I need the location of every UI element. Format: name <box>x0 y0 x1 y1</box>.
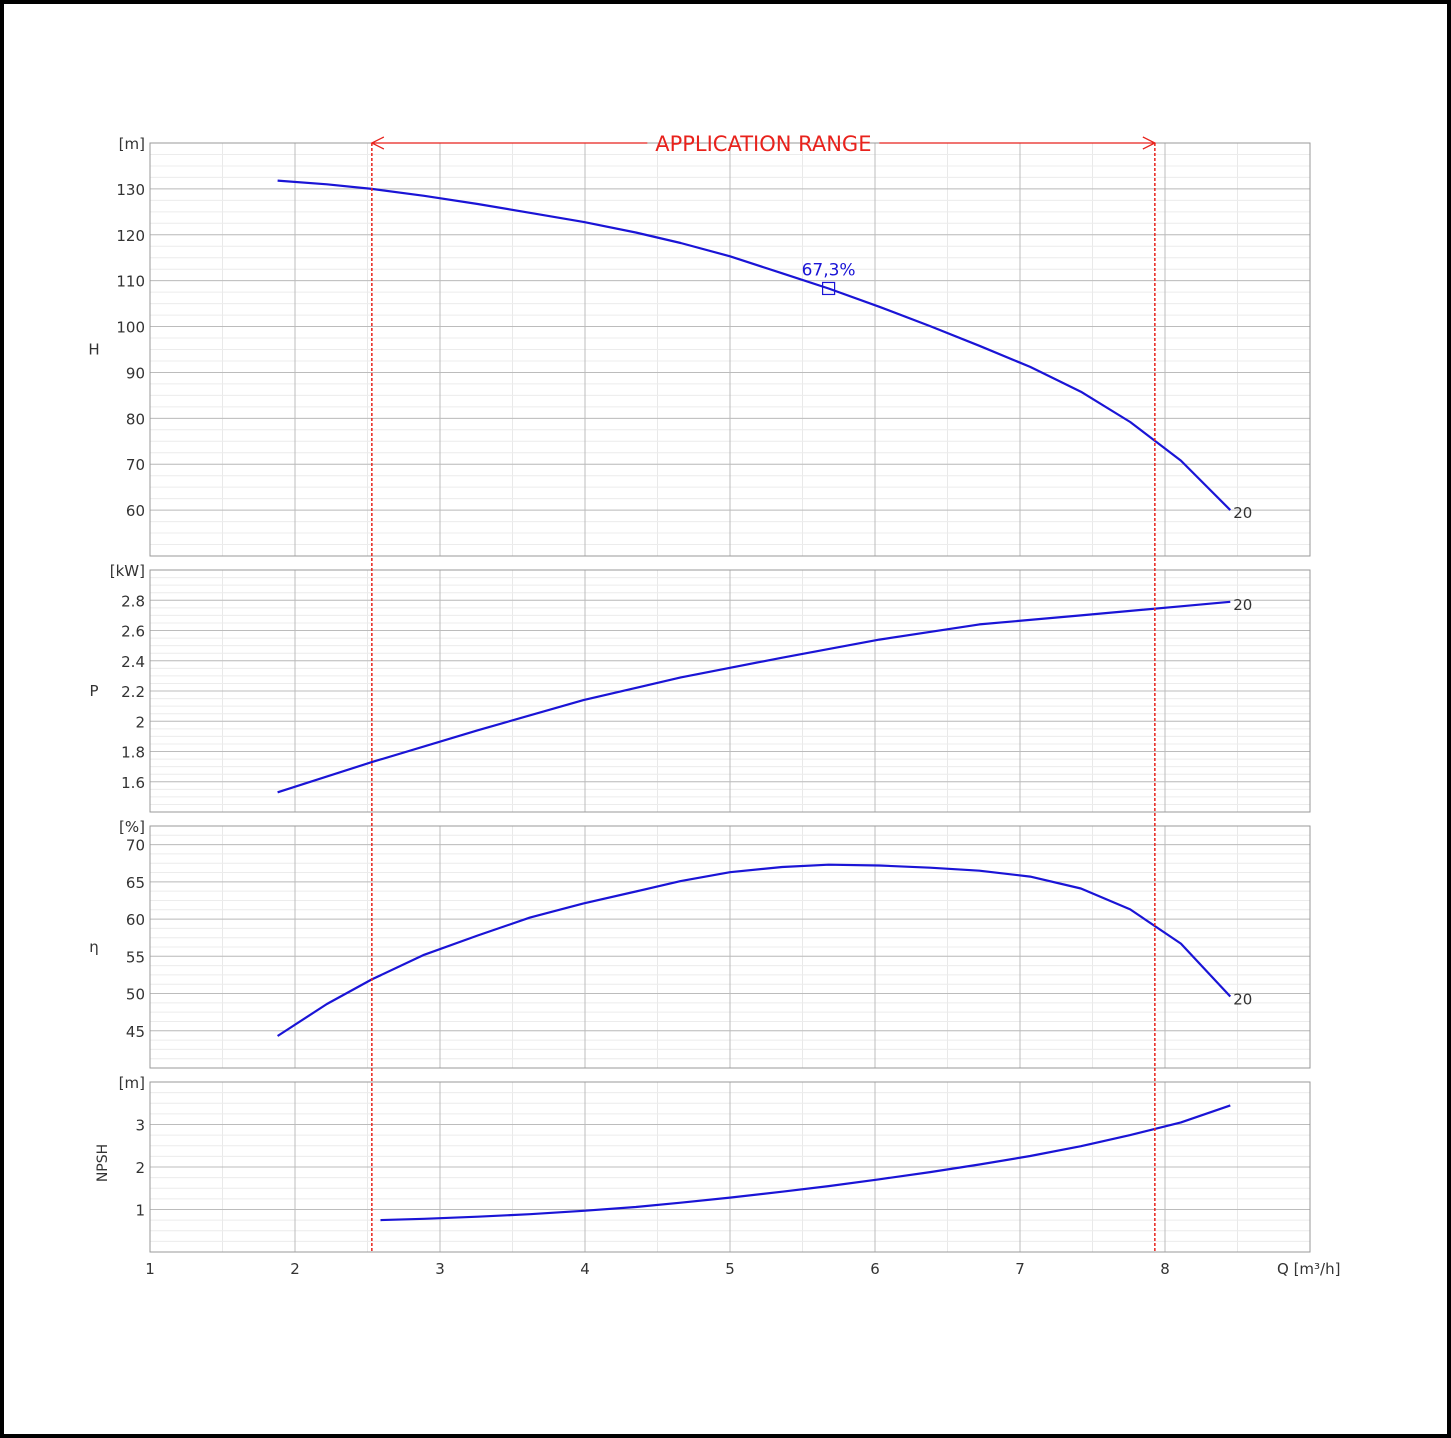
bep-marker <box>821 281 836 296</box>
y-tick-label: 100 <box>116 319 145 337</box>
series-label: 20 <box>1233 504 1252 522</box>
y-tick-label: 60 <box>126 502 145 520</box>
panel-border <box>149 142 1311 557</box>
arrow-head-right-icon <box>1142 136 1157 150</box>
y-tick-label: 1.6 <box>121 774 145 792</box>
x-tick-label: 5 <box>725 1260 735 1278</box>
x-tick-label: 8 <box>1160 1260 1170 1278</box>
y-tick-label: 45 <box>126 1023 145 1041</box>
y-tick-label: 70 <box>126 837 145 855</box>
y-tick-label: 2.2 <box>121 683 145 701</box>
panel-border <box>149 825 1311 1069</box>
x-tick-label: 2 <box>290 1260 300 1278</box>
y-tick-label: 2.4 <box>121 653 145 671</box>
y-tick-label: 90 <box>126 364 145 382</box>
curve-h <box>277 179 1232 511</box>
curve-npsh <box>380 1104 1231 1222</box>
series-label: 20 <box>1233 991 1252 1009</box>
y-tick-label: 130 <box>116 181 145 199</box>
y-tick-label: 65 <box>126 874 145 892</box>
x-axis-title: Q [m³/h] <box>1277 1260 1340 1278</box>
x-tick-label: 1 <box>145 1260 155 1278</box>
y-unit-label: [m] <box>119 135 145 153</box>
y-tick-label: 1.8 <box>121 744 145 762</box>
y-tick-label: 1 <box>135 1202 145 1220</box>
y-tick-label: 2 <box>135 1159 145 1177</box>
panel-border <box>149 569 1311 813</box>
x-tick-label: 7 <box>1015 1260 1025 1278</box>
y-axis-title: NPSH <box>95 1144 111 1182</box>
panel-border <box>149 1081 1311 1253</box>
x-tick-label: 4 <box>580 1260 590 1278</box>
bep-label: 67,3% <box>802 260 856 280</box>
panel-npsh-group: 1 2 3 [m] NPSH <box>95 1074 1311 1253</box>
y-tick-label: 2.6 <box>121 623 145 641</box>
y-axis-title: H <box>88 341 99 359</box>
y-unit-label: [m] <box>119 1074 145 1092</box>
y-tick-label: 2 <box>135 713 145 731</box>
y-tick-label: 80 <box>126 410 145 428</box>
series-label: 20 <box>1233 596 1252 614</box>
panel-h-group: 60 70 80 90 100 110 120 130 [m] H 20 67,3% <box>88 135 1311 557</box>
y-tick-label: 55 <box>126 948 145 966</box>
panel-η-group: 45 50 55 60 65 70[%] η 20 <box>89 818 1311 1069</box>
x-tick-label: 3 <box>435 1260 445 1278</box>
curve-p <box>277 600 1231 794</box>
arrow-head-left-icon <box>370 136 385 150</box>
y-tick-label: 50 <box>126 986 145 1004</box>
y-tick-label: 60 <box>126 911 145 929</box>
curve-η <box>277 863 1232 1037</box>
y-unit-label: [%] <box>119 818 145 836</box>
y-unit-label: [kW] <box>110 562 145 580</box>
y-tick-label: 110 <box>116 273 145 291</box>
y-axis-title: P <box>89 682 98 700</box>
y-tick-label: 70 <box>126 456 145 474</box>
y-tick-label: 120 <box>116 227 145 245</box>
application-range-label: APPLICATION RANGE <box>655 132 871 156</box>
y-axis-title: η <box>89 938 99 956</box>
y-tick-label: 2.8 <box>121 592 145 610</box>
panel-p-group: 1.6 1.8 2 2.2 2.4 2.6 2.8 [kW] P 20 <box>89 562 1311 813</box>
y-tick-label: 3 <box>135 1117 145 1135</box>
x-tick-label: 6 <box>870 1260 880 1278</box>
